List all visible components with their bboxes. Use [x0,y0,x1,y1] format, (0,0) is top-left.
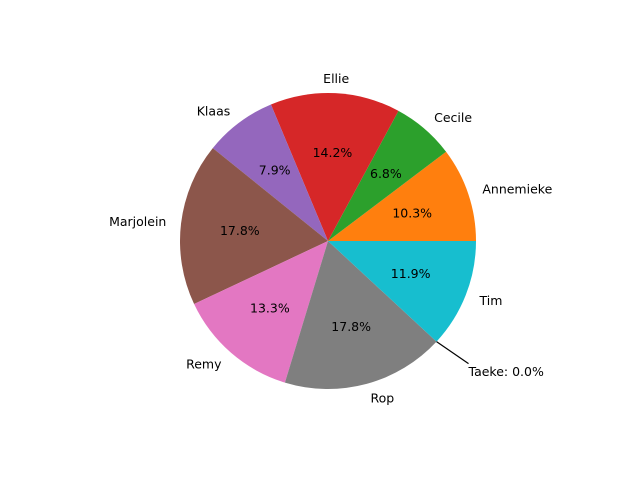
pie-slice-klaas [212,104,328,242]
pie-slice-annemieke [328,151,476,241]
slice-name-label-marjolein: Marjolein [109,214,166,229]
slice-name-label-ellie: Ellie [323,71,349,86]
pie-slice-cecile [328,110,447,242]
annotation-layer: Taeke: 0.0% [436,341,544,379]
percent-label-annemieke: 10.3% [392,205,432,220]
pie-slice-tim [328,241,476,342]
pie-slice-ellie [270,93,399,241]
percent-label-marjolein: 17.8% [220,223,260,238]
pie-slice-remy [194,241,328,383]
slice-name-label-annemieke: Annemieke [482,182,552,197]
slice-name-label-remy: Remy [186,357,222,372]
slices-layer [180,93,476,389]
percent-label-klaas: 7.9% [259,162,291,177]
slice-name-labels-layer: Annemieke Cecile Ellie Klaas Marjolein Remy Ro… [109,71,552,406]
slice-name-label-cecile: Cecile [434,110,472,125]
percent-labels-layer: 10.3% 6.8% 14.2% 7.9% 17.8% 13.3% 17.8% 11.9% [220,145,432,334]
percent-label-tim: 11.9% [391,266,431,281]
percent-label-rop: 17.8% [331,319,371,334]
slice-name-label-klaas: Klaas [197,103,231,118]
percent-label-ellie: 14.2% [313,145,353,160]
pie-slice-marjolein [180,148,328,305]
annotation-label-taeke: Taeke: 0.0% [468,364,544,379]
slice-name-label-rop: Rop [370,391,394,406]
percent-label-cecile: 6.8% [370,166,402,181]
slice-name-label-tim: Tim [479,293,503,308]
annotation-leader-line [436,341,469,365]
percent-label-remy: 13.3% [250,301,290,316]
pie-slice-rop [284,241,437,389]
